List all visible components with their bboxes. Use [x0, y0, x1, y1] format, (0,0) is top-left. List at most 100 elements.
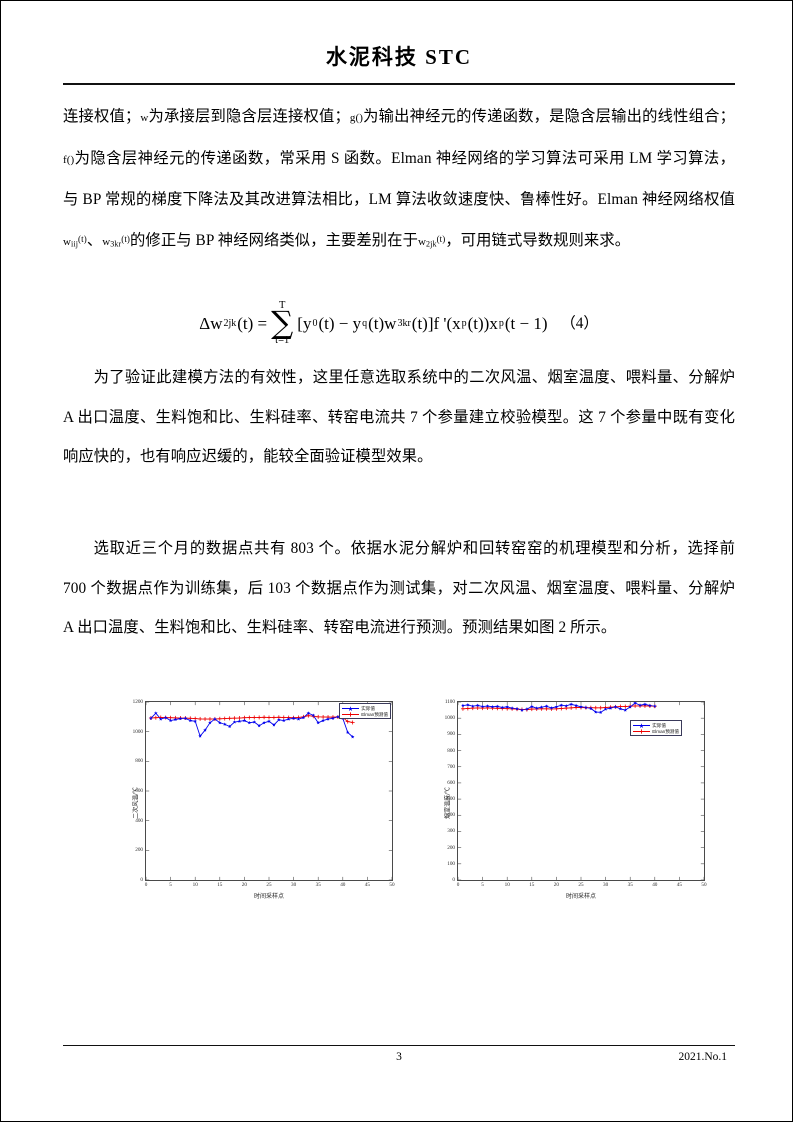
paragraph-3-block: 选取近三个月的数据点共有 803 个。依据水泥分解炉和回转窑窑的机理模型和分析，… — [63, 529, 735, 648]
eq-lhs-subscript: 2jk — [223, 317, 237, 329]
figure-2-group: 二次风温/℃ 0 200 400 600 800 1000 1200 0 5 10 15 20 25 3… — [63, 687, 735, 919]
sigma-glyph: ∑ — [271, 304, 294, 341]
journal-title: 水泥科技 STC — [325, 45, 473, 69]
plot2-y-tick-label: 500 — [447, 796, 455, 803]
plot2-y-tick-label: 300 — [447, 828, 455, 835]
weight-w-iij: wiij(t) — [63, 233, 87, 249]
chart2-legend-label-actual: 实际值 — [652, 722, 666, 728]
plot2-x-tick-label: 30 — [603, 882, 609, 888]
eq-lhs: Δw — [199, 313, 223, 333]
w2-arg: (t) — [121, 233, 131, 244]
plot1-x-tick-label: 0 — [144, 882, 148, 888]
chart-flue-chamber-temperature: 烟室温度/℃ 0 100 200 300 400 500 600 700 800 900 1000 1… — [411, 687, 729, 919]
plot1-y-tick-label: 1200 — [132, 699, 143, 705]
eq-rhs-b: (t) − y — [318, 313, 362, 333]
page-header: 水泥科技 STC — [63, 43, 735, 71]
plot1-y-tick-label: 0 — [140, 877, 143, 883]
chart1-legend: 实际值 Elman预测值 — [339, 703, 391, 719]
equation-row: Δw 2jk (t) = T ∑ t=1 [y 0 (t) − y q (t)w 3kr (t)… — [199, 300, 598, 346]
chart1-legend-item-actual: 实际值 — [342, 706, 388, 711]
plot2-x-tick-label: 5 — [481, 882, 484, 888]
sigma-upper-limit: T — [279, 300, 286, 311]
eq-rhs-a: [y — [297, 313, 312, 333]
plot2-y-tick-label: 200 — [447, 844, 455, 851]
eq-rhs-d: (t)]f '(x — [411, 313, 461, 333]
plot2-y-tick-label: 900 — [447, 731, 455, 738]
chart2-legend-label-predicted: Elman预测值 — [652, 728, 679, 734]
plot1-x-tick-label: 40 — [340, 882, 346, 888]
plot1-x-tick-label: 30 — [291, 882, 297, 888]
chart1-legend-label-actual: 实际值 — [361, 705, 375, 711]
paragraph-3: 选取近三个月的数据点共有 803 个。依据水泥分解炉和回转窑窑的机理模型和分析，… — [63, 540, 735, 636]
chart2-legend: 实际值 Elman预测值 — [630, 720, 682, 736]
w1-base: w — [63, 235, 72, 248]
plot1-x-tick-label: 20 — [241, 882, 247, 888]
plot1-x-tick-label: 50 — [389, 882, 395, 888]
plot1-y-tick-label: 600 — [135, 788, 143, 794]
g-function-symbol: g() — [349, 112, 364, 124]
page-number: 3 — [396, 1051, 402, 1063]
p1-seg-d: 为隐含层神经元的传递函数，常采用 S 函数。Elman 神经网络的学习算法可采用… — [63, 149, 735, 209]
chart1-legend-key-predicted — [342, 711, 360, 717]
chart2-legend-item-predicted: Elman预测值 — [633, 729, 679, 734]
chart1-plot-area: 0 200 400 600 800 1000 1200 0 5 10 15 20 25 30 35 40 45… — [133, 699, 395, 888]
plot2-x-tick-label: 20 — [553, 882, 559, 888]
plot2-x-tick-label: 10 — [504, 882, 510, 888]
plot1-x-tick-label: 25 — [266, 882, 272, 888]
plot2-y-tick-label: 1100 — [444, 699, 455, 705]
w2-subscript: 3kr — [110, 239, 122, 249]
paragraph-2: 为了验证此建模方法的有效性，这里任意选取系统中的二次风温、烟室温度、喂料量、分解… — [63, 369, 735, 465]
plot1-x-tick-label: 10 — [192, 882, 198, 888]
plot2-y-tick-label: 600 — [447, 779, 455, 786]
p1-separator: 、 — [86, 231, 103, 249]
equation-4: Δw 2jk (t) = T ∑ t=1 [y 0 (t) − y q (t)w 3kr (t)… — [63, 300, 735, 346]
chart2-tick-marks — [458, 702, 704, 880]
plot2-x-tick-label: 45 — [676, 882, 682, 888]
eq-rhs-c: (t)w — [368, 313, 397, 333]
chart2-legend-key-predicted — [633, 728, 651, 734]
p1-seg-e: 的修正与 BP 神经网络类似，主要差别在于 — [130, 231, 418, 249]
p1-seg-c: 为输出神经元的传递函数，是隐含层输出的线性组合； — [363, 108, 735, 125]
eq-rhs-c-sub: 3kr — [397, 317, 411, 329]
chart2-series-actual-line — [462, 705, 655, 711]
p1-seg-f: ，可用链式导数规则来求。 — [445, 231, 631, 249]
w3-arg: (t) — [436, 233, 446, 244]
plot1-x-tick-label: 5 — [169, 882, 172, 888]
chart2-series-predicted-line — [462, 702, 655, 713]
plot2-x-tick-label: 40 — [652, 882, 658, 888]
summation-operator: T ∑ t=1 — [271, 300, 294, 346]
plot2-x-tick-label: 35 — [627, 882, 633, 888]
plot1-y-tick-label: 800 — [135, 758, 143, 765]
plot2-y-tick-label: 400 — [447, 812, 455, 819]
plot2-x-tick-label: 25 — [578, 882, 584, 888]
paragraph-1-block: 连接权值； w 为承接层到隐含层连接权值；g()为输出神经元的传递函数，是隐含层输出… — [63, 97, 735, 264]
paragraph-2-block: 为了验证此建模方法的有效性，这里任意选取系统中的二次风温、烟室温度、喂料量、分解… — [63, 358, 735, 477]
plot2-x-tick-label: 0 — [456, 882, 460, 888]
plot2-y-tick-label: 800 — [447, 747, 455, 754]
plot2-y-tick-label: 0 — [452, 877, 455, 883]
eq-rhs-a-sub: 0 — [312, 317, 318, 329]
plot1-y-tick-label: 1000 — [132, 728, 143, 735]
p1-seg-a: 连接权值； — [63, 108, 141, 125]
chart1-x-axis-label: 时间采样点 — [253, 894, 284, 900]
paragraph-1: 连接权值； w 为承接层到隐含层连接权值；g()为输出神经元的传递函数，是隐含层输出… — [63, 97, 735, 264]
w2-base: w — [102, 235, 111, 248]
f-function-symbol: f() — [63, 153, 75, 166]
plot2-y-tick-label: 700 — [447, 763, 455, 770]
plot2-y-tick-label: 100 — [447, 860, 455, 867]
plot2-x-tick-label: 15 — [529, 882, 535, 888]
chart1-series-predicted-markers — [149, 711, 355, 739]
weight-w-2jk: w2jk(t) — [417, 233, 446, 249]
chart1-legend-item-predicted: Elman预测值 — [342, 712, 388, 717]
chart2-x-axis-label: 时间采样点 — [565, 894, 596, 900]
plot1-x-tick-label: 15 — [217, 882, 223, 888]
header-divider — [63, 83, 735, 85]
w3-base: w — [417, 235, 427, 248]
plot1-x-tick-label: 35 — [315, 882, 321, 888]
chart-secondary-air-temperature: 二次风温/℃ 0 200 400 600 800 1000 1200 0 5 10 15 20 25 3… — [99, 687, 417, 919]
p1-seg-b: 为承接层到隐含层连接权值； — [148, 108, 350, 125]
footer-divider — [63, 1045, 735, 1046]
w1-arg: (t) — [78, 233, 87, 244]
chart1-tick-marks — [146, 702, 392, 880]
